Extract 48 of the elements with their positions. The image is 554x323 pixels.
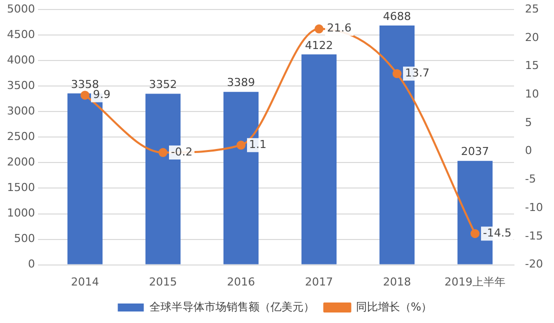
y-tick-label: 3000	[6, 104, 35, 118]
data-label: 2037	[461, 145, 490, 158]
bar	[301, 54, 337, 264]
y2-tick-label: 25	[525, 2, 540, 16]
data-label: 4688	[383, 10, 412, 23]
data-label: 3358	[70, 78, 99, 91]
y-tick-label: 4500	[6, 28, 35, 41]
data-label: -0.2	[171, 145, 192, 158]
x-tick-label: 2014	[70, 275, 99, 288]
data-label: 21.6	[327, 22, 352, 35]
data-label: 4122	[305, 38, 334, 52]
y2-tick-label: 10	[525, 88, 540, 101]
y-tick-label: 2500	[6, 130, 35, 144]
y-tick-label: 1000	[6, 206, 35, 220]
y-tick-label: 3500	[6, 79, 35, 92]
data-label: 3389	[227, 76, 256, 90]
y2-tick-label: -15	[525, 229, 543, 242]
y-tick-label: 4000	[6, 54, 35, 66]
y2-tick-label: -10	[525, 200, 543, 214]
data-label: 9.9	[92, 88, 110, 102]
data-label: -14.5	[483, 226, 512, 240]
y-tick-label: 2000	[6, 156, 35, 169]
y2-tick-label: 20	[525, 30, 540, 44]
y2-tick-label: -5	[525, 172, 536, 186]
y2-tick-label: -20	[525, 258, 543, 271]
y2-tick-label: 15	[525, 59, 540, 72]
y-tick-label: 0	[28, 258, 35, 271]
point	[236, 140, 246, 150]
legend-label: 同比增长（%）	[356, 300, 432, 314]
data-label: 1.1	[249, 138, 267, 151]
x-tick-label: 2015	[149, 275, 178, 288]
y-tick-label: 5000	[6, 2, 35, 16]
x-tick-label: 2016	[227, 275, 256, 288]
x-tick-label: 2018	[383, 275, 412, 288]
y2-tick-label: 5	[525, 116, 532, 129]
data-label: 3352	[149, 78, 178, 92]
x-tick-label: 2017	[305, 275, 334, 288]
point	[392, 69, 402, 78]
point	[158, 148, 168, 158]
legend-label: 全球半导体市场销售额（亿美元）	[149, 300, 314, 314]
point	[314, 24, 324, 34]
y2-tick-label: 0	[525, 144, 532, 158]
y-tick-label: 1500	[6, 181, 35, 194]
data-label: 13.7	[405, 66, 430, 80]
point	[80, 90, 90, 100]
y-tick-label: 500	[14, 232, 35, 246]
x-tick-label: 2019上半年	[444, 275, 506, 288]
point	[470, 229, 480, 238]
